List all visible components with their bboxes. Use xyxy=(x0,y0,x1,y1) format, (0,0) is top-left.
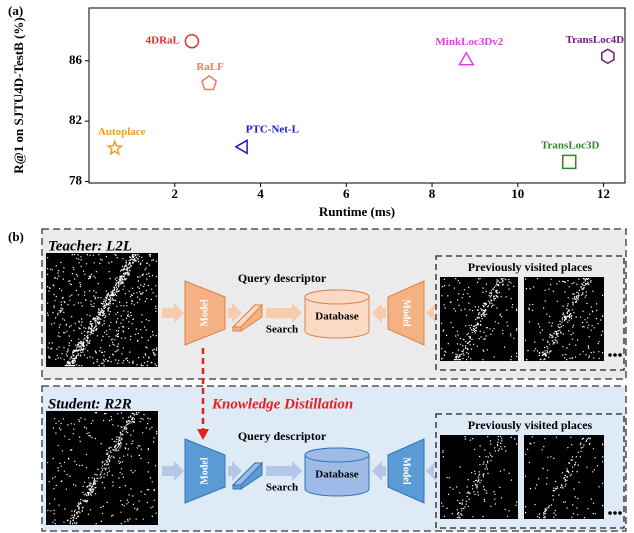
distillation-label: Knowledge Distillation xyxy=(211,396,353,412)
point-label: 4DRaL xyxy=(146,35,180,47)
x-tick-label: 10 xyxy=(511,186,524,201)
y-tick-label: 82 xyxy=(69,112,82,127)
model-label: Model xyxy=(401,299,412,326)
point-label: TransLoc3D xyxy=(541,139,600,151)
more-dots xyxy=(608,353,612,357)
panel-title: Student: R2R xyxy=(48,396,132,412)
point-label: RaLF xyxy=(196,61,224,73)
scatter-point xyxy=(236,140,247,153)
more-dots xyxy=(613,511,617,515)
model-label: Model xyxy=(199,299,210,326)
x-axis-label: Runtime (ms) xyxy=(319,204,395,219)
descriptor-label: Query descriptor xyxy=(238,429,327,443)
x-tick-label: 2 xyxy=(172,186,179,201)
descriptor-label: Query descriptor xyxy=(238,271,327,285)
point-label: MinkLoc3Dv2 xyxy=(435,36,503,48)
scatter-point xyxy=(108,141,121,154)
scatter-point xyxy=(459,53,473,65)
y-axis-label: R@1 on SJTU4D-TestB (%) xyxy=(11,17,26,173)
point-label: PTC-Net-L xyxy=(246,123,299,135)
panel-title: Teacher: L2L xyxy=(48,238,132,254)
database-top xyxy=(305,448,369,462)
more-dots xyxy=(618,353,622,357)
y-tick-label: 86 xyxy=(69,52,83,67)
point-cloud xyxy=(440,277,518,361)
x-tick-label: 8 xyxy=(429,186,436,201)
y-tick-label: 78 xyxy=(69,172,83,187)
database-label: Database xyxy=(315,469,359,481)
more-dots xyxy=(608,511,612,515)
x-tick-label: 12 xyxy=(597,186,610,201)
gallery-title: Previously visited places xyxy=(468,418,593,432)
x-tick-label: 6 xyxy=(343,186,350,201)
point-label: Autoplace xyxy=(98,126,146,138)
figure: (a) (b) Knowledge Distillation 2 4 6 8 10 12 7… xyxy=(0,0,634,533)
gallery-title: Previously visited places xyxy=(468,260,593,274)
model-label: Model xyxy=(401,457,412,484)
scatter-point xyxy=(185,35,198,48)
more-dots xyxy=(618,511,622,515)
point-label: TransLoc4D xyxy=(566,34,625,46)
panel-label: (b) xyxy=(8,229,24,244)
scatter-point xyxy=(602,49,614,63)
database-label: Database xyxy=(315,311,359,323)
point-cloud xyxy=(440,435,518,519)
more-dots xyxy=(613,353,617,357)
page: {"panel_a_label": "(a)", "chart_data": {… xyxy=(0,0,634,533)
x-tick-label: 4 xyxy=(257,186,264,201)
scatter-point xyxy=(202,76,216,90)
model-label: Model xyxy=(199,457,210,484)
database-top xyxy=(305,290,369,304)
search-label: Search xyxy=(266,482,298,494)
search-label: Search xyxy=(266,324,298,336)
scatter-point xyxy=(563,155,576,168)
panel-label: (a) xyxy=(8,3,23,18)
